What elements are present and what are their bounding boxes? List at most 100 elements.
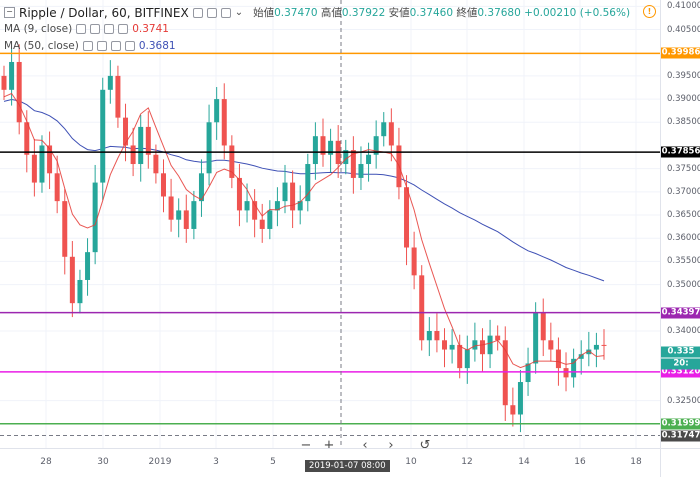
price-axis[interactable]: 0.41000 0.40500 0.39500 0.39000 0.38500 0.375… [660, 0, 700, 448]
candle-body [563, 368, 569, 378]
candle-body [517, 382, 523, 415]
more-icon[interactable] [124, 41, 135, 51]
eye-icon[interactable] [192, 7, 203, 18]
close-icon[interactable] [104, 24, 115, 34]
level-price-label: 0.37856 [661, 146, 700, 158]
price-tick-label: 0.37500 [667, 163, 700, 174]
scroll-left-button[interactable]: ‹ [362, 438, 368, 448]
candle-body [69, 256, 75, 304]
price-tick-label: 0.34000 [667, 326, 700, 336]
settings-icon[interactable] [90, 24, 101, 34]
candle-body [1, 75, 7, 90]
high-label: 高値 [320, 7, 342, 19]
candle-body [555, 349, 561, 369]
candle-body [290, 182, 296, 211]
zoom-in-button[interactable]: + [323, 438, 335, 448]
candle-body [487, 335, 493, 355]
alert-icon[interactable]: ! [643, 5, 656, 18]
candle-body [39, 145, 45, 183]
candle-body [343, 150, 349, 165]
price-tick-label: 0.35000 [667, 279, 700, 290]
high-value: 0.37922 [341, 7, 386, 19]
candle-body [123, 117, 129, 146]
chevron-down-icon[interactable]: ⌄ [234, 7, 244, 18]
level-price-label: 0.34397 [661, 307, 700, 319]
candle-body [426, 331, 432, 341]
price-tick-label: 0.39000 [667, 94, 700, 105]
ma9-value: 0.3741 [132, 23, 169, 35]
horizontal-levels[interactable] [0, 52, 660, 425]
candle-body [62, 201, 68, 257]
time-tick-label: 30 [97, 457, 109, 467]
candle-body [297, 201, 303, 211]
more-icon[interactable] [220, 7, 231, 18]
collapse-legend-button[interactable]: − [4, 7, 15, 18]
candle-body [24, 122, 30, 155]
price-tick-label: 0.39500 [667, 70, 700, 81]
candle-body [366, 154, 372, 165]
candle-body [282, 182, 288, 202]
open-value: 0.37470 [274, 7, 318, 19]
ma50-label[interactable]: MA (50, close) [4, 40, 79, 52]
candle-body [540, 312, 546, 341]
candle-body [533, 312, 539, 364]
time-tick-label: 2019 [148, 457, 172, 467]
candle-body [252, 201, 258, 220]
candle-body [160, 173, 166, 197]
countdown-label: 20: [661, 358, 700, 370]
change-value: +0.00210 (+0.56%) [524, 7, 631, 19]
close-icon[interactable] [110, 41, 121, 51]
price-tick-label: 0.36500 [667, 210, 700, 221]
price-tick-label: 0.40500 [667, 24, 700, 35]
candle-body [464, 349, 470, 369]
candle-body [274, 201, 280, 211]
candle-body [457, 344, 463, 369]
candle-body [168, 196, 174, 220]
candle-body [472, 340, 478, 350]
axis-corner [660, 448, 700, 477]
chart-pane[interactable]: − Ripple / Dollar, 60, BITFINEX ⌄ 始値0.37… [0, 0, 660, 448]
candle-body [320, 136, 326, 155]
time-tick-label: 18 [630, 457, 642, 467]
settings-icon[interactable] [206, 7, 217, 18]
settings-icon[interactable] [96, 41, 107, 51]
candle-body [47, 145, 53, 174]
candle-body [525, 363, 531, 383]
current-price-label: 0.335 [661, 346, 700, 358]
low-value: 0.37460 [409, 7, 454, 19]
candle-body [107, 75, 113, 90]
candle-body [434, 331, 440, 341]
scroll-right-button[interactable]: › [388, 438, 394, 448]
time-axis[interactable]: 28 30 2019 3 5 10 12 14 16 18 2019-01-07 08:00 [0, 448, 660, 477]
candle-body [502, 340, 508, 406]
zoom-out-button[interactable]: − [300, 438, 312, 448]
price-tick-label: 0.38500 [667, 117, 700, 128]
candle-body [221, 99, 227, 146]
crosshair-price-label: 0.31747 [661, 430, 700, 441]
candle-body [305, 164, 311, 202]
candle-body [138, 126, 144, 165]
price-tick-label: 0.35500 [667, 256, 700, 267]
candle-body [267, 210, 273, 229]
eye-icon[interactable] [82, 41, 93, 51]
price-tick-label: 0.41000 [667, 1, 700, 12]
candle-body [236, 177, 242, 211]
candle-body [214, 99, 220, 123]
candle-body [9, 61, 15, 90]
eye-icon[interactable] [76, 24, 87, 34]
candle-body [31, 154, 37, 183]
more-icon[interactable] [118, 24, 129, 34]
candle-body [100, 89, 106, 183]
candle-body [244, 201, 250, 211]
candlestick-chart[interactable] [0, 0, 660, 448]
reset-chart-button[interactable]: ↺ [419, 438, 431, 448]
candle-body [419, 275, 425, 341]
candle-body [328, 140, 334, 155]
time-tick-label: 5 [270, 457, 276, 467]
ma50-value: 0.3681 [138, 40, 176, 52]
candle-body [388, 122, 394, 146]
ma9-label[interactable]: MA (9, close) [4, 23, 73, 35]
candle-body [510, 405, 516, 415]
close-label: 終値 [456, 7, 478, 19]
symbol-title[interactable]: Ripple / Dollar, 60, BITFINEX [19, 5, 189, 20]
